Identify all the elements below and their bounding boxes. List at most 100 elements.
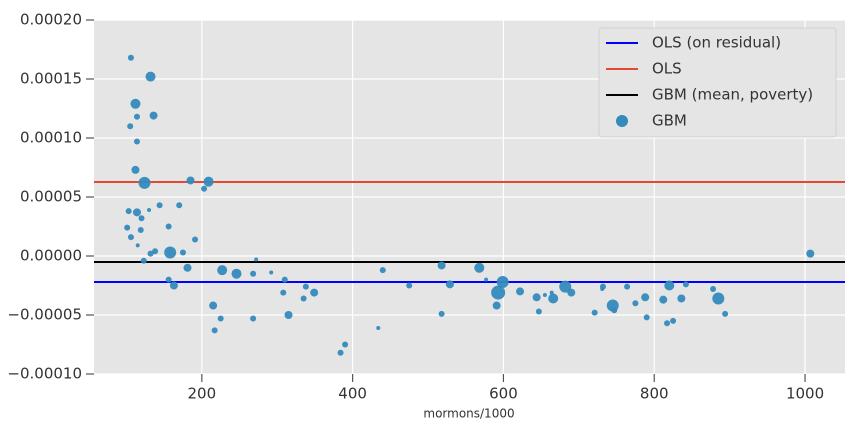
scatter-point: [664, 280, 675, 291]
scatter-point: [310, 288, 319, 297]
scatter-point: [124, 224, 131, 231]
scatter-point: [670, 317, 677, 324]
scatter-point: [138, 176, 151, 189]
scatter-point: [176, 202, 183, 209]
scatter-point: [135, 243, 140, 248]
scatter-point: [599, 283, 606, 290]
scatter-point: [156, 202, 163, 209]
scatter-point: [140, 257, 147, 264]
scatter-point: [710, 286, 717, 293]
scatter-point: [624, 283, 631, 290]
legend: OLS (on residual) OLS GBM (mean, poverty) G…: [598, 27, 837, 138]
legend-frame: [598, 27, 837, 138]
y-tick-label: 0.00010: [20, 129, 82, 147]
marks: [94, 54, 845, 356]
y-tick-label: 0.00015: [20, 70, 82, 88]
axes: 0.00020 0.00015 0.00010 0.00005 0.00000 −0.00…: [7, 11, 824, 403]
scatter-point: [254, 257, 259, 262]
scatter-point: [379, 267, 386, 274]
scatter-point: [806, 249, 815, 258]
scatter-point: [179, 249, 186, 256]
scatter-point: [149, 111, 158, 120]
y-tick-label: 0.00000: [20, 247, 82, 265]
scatter-point: [474, 262, 485, 273]
scatter-point: [131, 165, 140, 174]
x-tick-label: 800: [640, 385, 669, 403]
scatter-point: [132, 208, 141, 217]
scatter-point: [186, 176, 195, 185]
scatter-point: [567, 288, 576, 297]
scatter-point: [302, 283, 309, 290]
scatter-point: [722, 310, 729, 317]
y-tick-label: −0.00010: [7, 365, 82, 383]
scatter-point: [280, 289, 287, 296]
scatter-point: [445, 280, 454, 289]
scatter-point: [211, 327, 218, 334]
scatter-point: [183, 263, 192, 272]
x-axis-label: mormons/1000: [423, 407, 514, 421]
scatter-point: [591, 309, 598, 316]
scatter-point: [437, 261, 446, 270]
scatter-point: [342, 341, 349, 348]
scatter-point: [209, 301, 218, 310]
scatter-point: [231, 268, 242, 279]
scatter-point: [284, 311, 293, 319]
scatter-point: [659, 295, 668, 304]
scatter-point: [127, 123, 134, 130]
scatter-point: [201, 185, 208, 192]
scatter-point: [632, 300, 639, 307]
scatter-point: [549, 290, 554, 295]
scatter-point: [548, 293, 559, 304]
scatter-point: [281, 276, 288, 283]
x-tick-label: 600: [489, 385, 518, 403]
scatter-point: [438, 310, 445, 317]
scatter-point: [125, 208, 132, 215]
scatter-point: [169, 281, 178, 290]
scatter-point: [165, 276, 172, 283]
scatter-point: [250, 315, 257, 322]
scatter-point: [337, 349, 344, 356]
scatter-point: [250, 270, 257, 277]
scatter-point: [269, 270, 274, 275]
grid: [94, 19, 845, 375]
legend-marker: [616, 115, 628, 127]
scatter-point: [491, 285, 506, 300]
scatter-point: [484, 277, 489, 282]
scatter-point: [147, 250, 154, 257]
legend-label: OLS (on residual): [652, 34, 781, 52]
scatter-point: [535, 308, 542, 315]
scatter-point: [532, 293, 541, 302]
scatter-point: [127, 234, 134, 241]
scatter-point: [138, 215, 145, 222]
y-tick-label: 0.00020: [20, 11, 82, 29]
scatter-point: [203, 176, 214, 187]
scatter-point: [127, 54, 134, 61]
scatter-point: [133, 138, 140, 145]
y-tick-label: 0.00005: [20, 188, 82, 206]
scatter-point: [152, 248, 159, 255]
legend-label: GBM: [652, 112, 687, 130]
y-tick-label: −0.00005: [7, 306, 82, 324]
scatter-point: [542, 292, 547, 297]
scatter-point: [137, 227, 144, 234]
scatter-point: [130, 98, 141, 109]
scatter-point: [664, 320, 671, 327]
scatter-point: [496, 275, 509, 288]
x-tick-label: 1000: [786, 385, 824, 403]
scatter-point: [376, 325, 381, 330]
scatter-point: [164, 246, 177, 259]
scatter-point: [641, 293, 650, 302]
scatter-point: [643, 314, 650, 321]
scatter-point: [133, 113, 140, 120]
scatter-point: [682, 281, 689, 288]
scatter-point: [217, 315, 224, 322]
x-tick-label: 400: [338, 385, 367, 403]
scatter-point: [192, 236, 199, 243]
scatter-point: [677, 294, 686, 303]
scatter-point: [406, 282, 413, 289]
scatter-point: [300, 295, 307, 302]
scatter-point: [492, 301, 501, 310]
scatter-point: [516, 287, 525, 296]
scatter-point: [145, 71, 156, 82]
